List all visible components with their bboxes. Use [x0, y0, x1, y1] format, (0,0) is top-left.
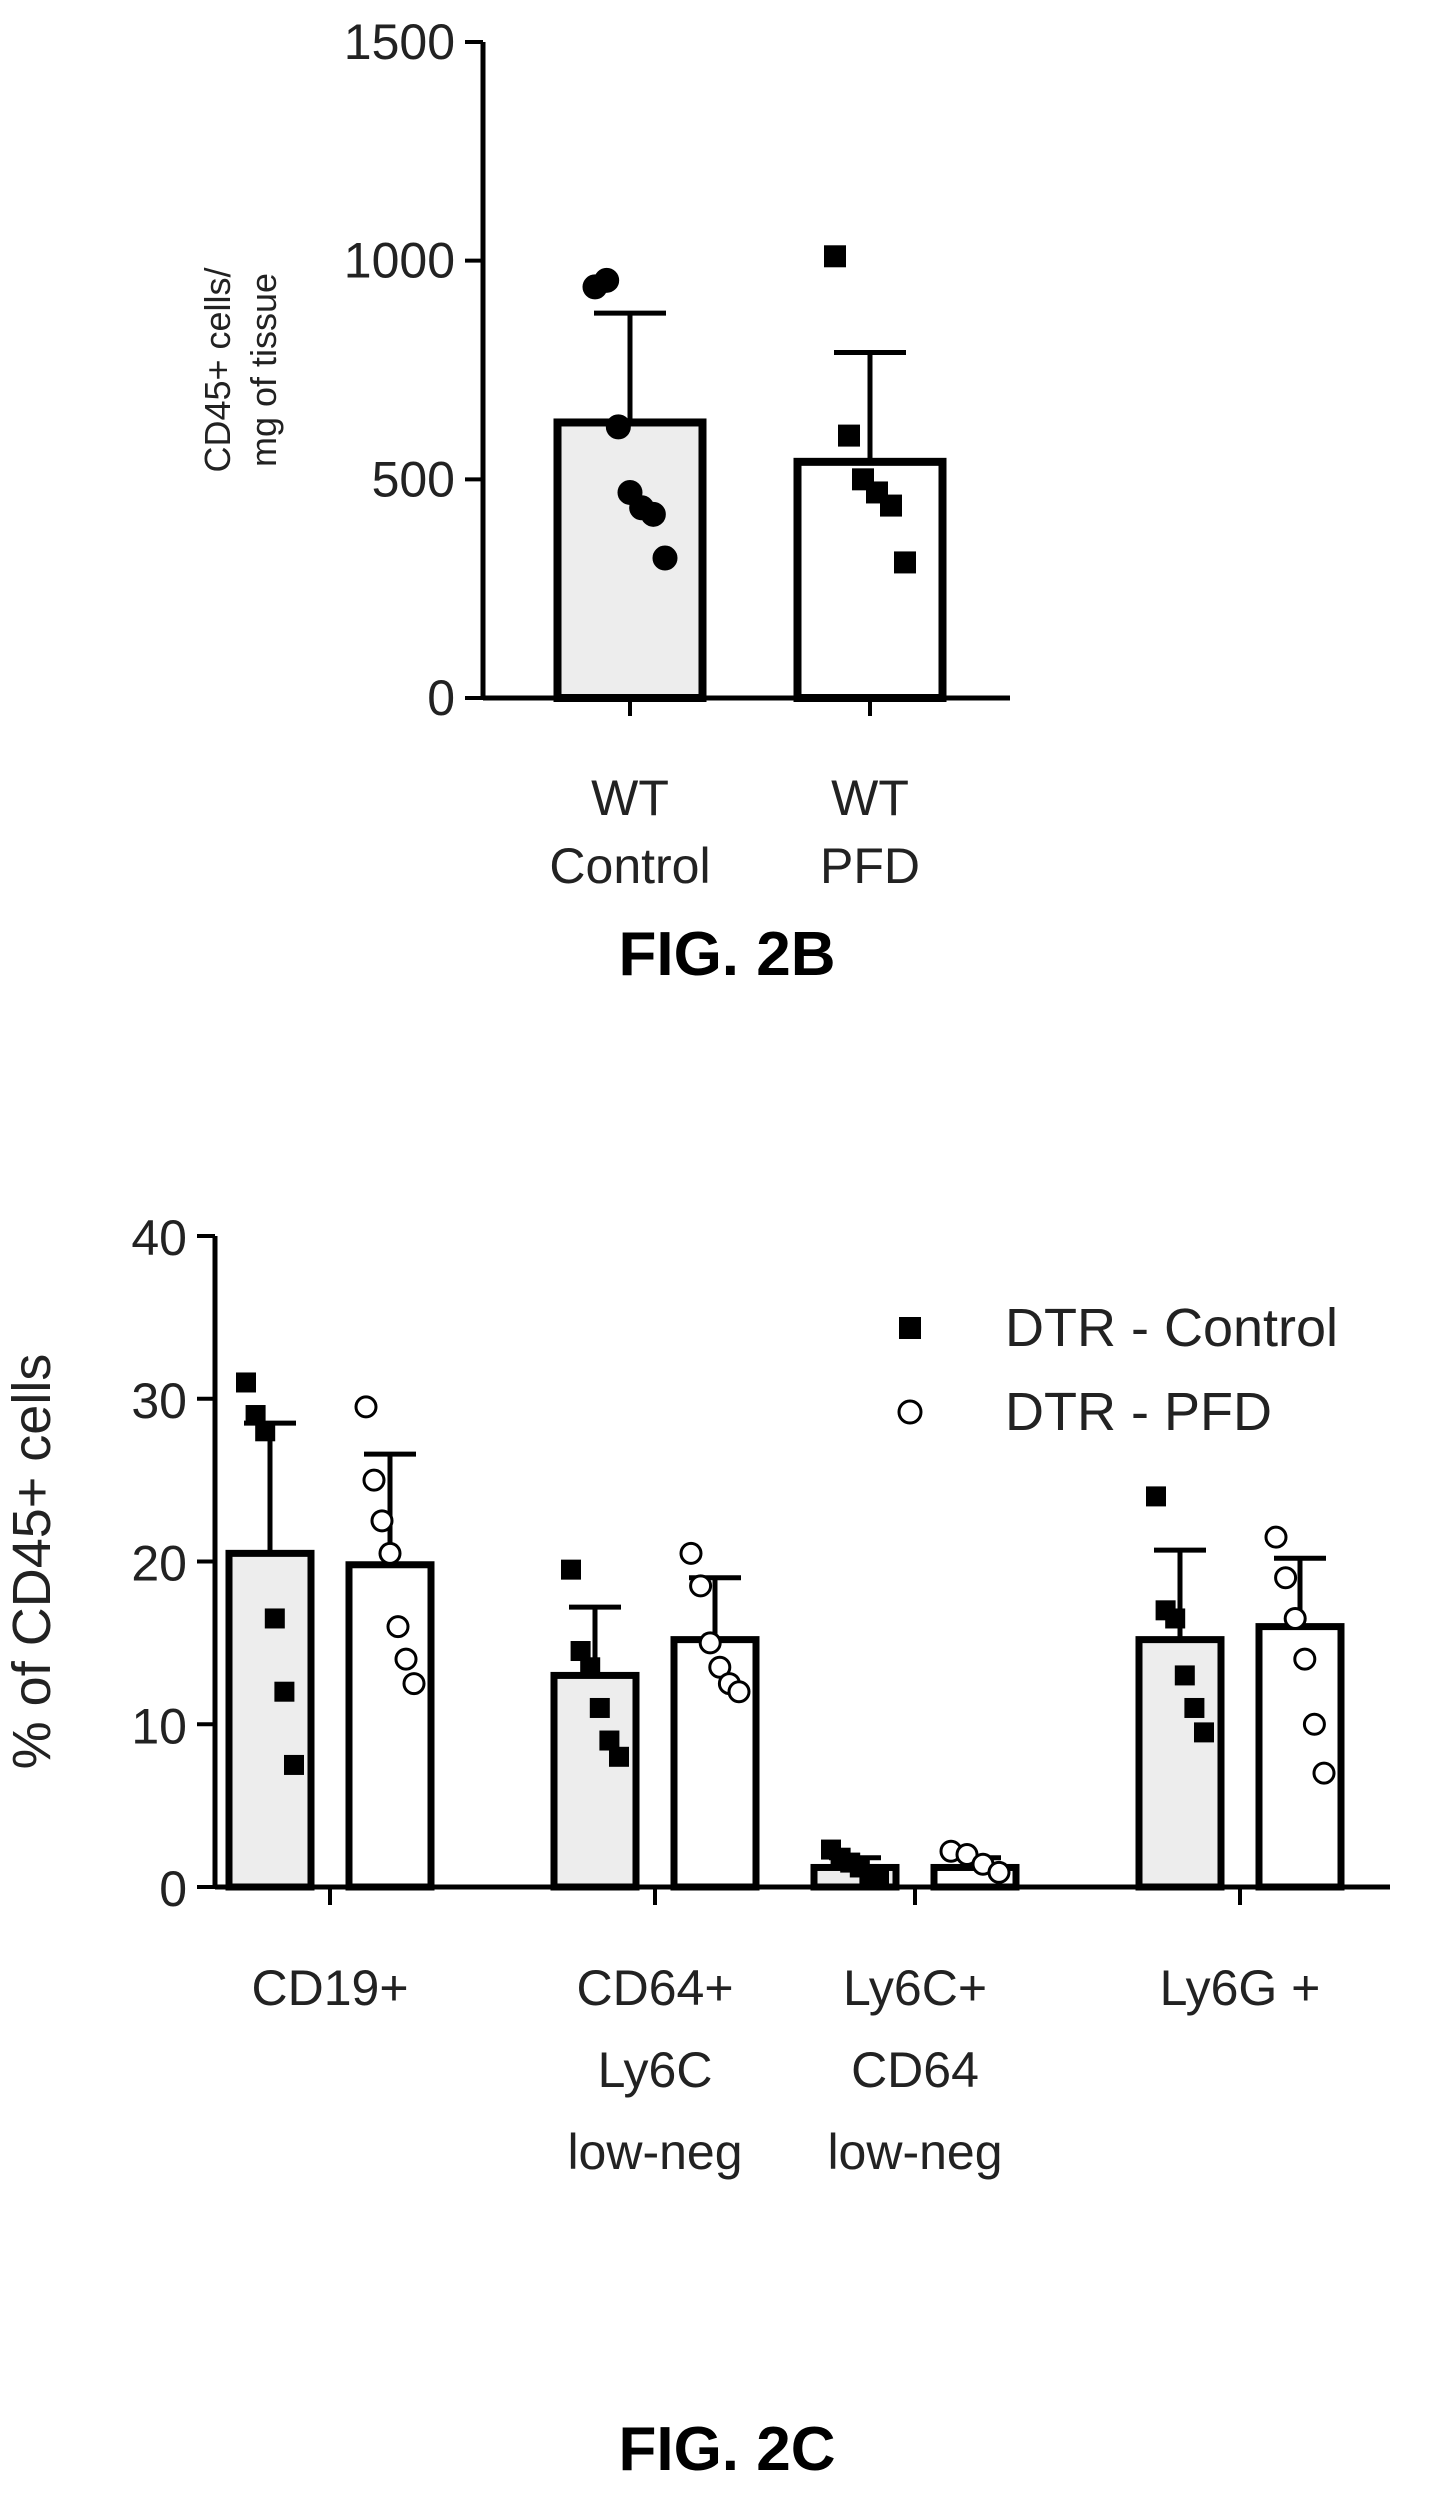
point-2b-0-5 [640, 501, 666, 527]
point-2c-s0-c0-3 [264, 1608, 285, 1629]
point-2c-s0-c3-2 [1165, 1608, 1186, 1629]
point-2c-s0-c1-2 [580, 1657, 601, 1678]
x-tick-label-2c-2-1: CD64 [851, 2042, 979, 2098]
legend-label-2c-1: DTR - PFD [1005, 1382, 1272, 1442]
legend-label-2c-0: DTR - Control [1005, 1298, 1338, 1358]
point-2c-s1-c0-6 [402, 1672, 426, 1696]
bar-2c-s0-c0 [225, 1549, 315, 1891]
x-tick-label-2c-3-0: Ly6G + [1160, 1960, 1321, 2016]
chart-fig-2c: 0 10 20 30 40 CD19+ CD64+ Ly6C low-neg Ly6C+ CD64 l… [2, 1210, 1390, 2484]
point-2c-s0-c0-1 [245, 1405, 266, 1426]
x-tick-label-2b-1-1: PFD [820, 838, 920, 894]
x-tick-label-2c-1-0: CD64+ [576, 1960, 733, 2016]
point-2c-s1-c3-4 [1302, 1712, 1326, 1736]
x-tick-label-2c-1-1: Ly6C [598, 2042, 713, 2098]
point-2c-s1-c1-1 [689, 1574, 713, 1598]
point-2c-s0-c3-0 [1146, 1486, 1166, 1507]
point-2c-s1-c0-0 [354, 1395, 378, 1419]
point-2c-s0-c0-4 [274, 1681, 295, 1702]
y-tick-label-2b-2: 1000 [344, 233, 455, 289]
point-2b-1-1 [838, 424, 860, 447]
y-axis-label-2c: % of CD45+ cells [2, 1354, 62, 1770]
point-2b-1-5 [894, 551, 916, 574]
y-tick-label-2c-2: 20 [131, 1536, 187, 1592]
y-tick-label-2b-3: 1500 [344, 14, 455, 70]
point-2c-s1-c2-3 [987, 1860, 1011, 1884]
point-2c-s1-c1-2 [698, 1631, 722, 1655]
bar-2b-0 [553, 418, 707, 702]
point-2b-1-0 [824, 245, 846, 268]
y-tick-label-2b-0: 0 [427, 670, 455, 726]
x-tick-label-2b-0-1: Control [549, 838, 710, 894]
point-2b-0-6 [652, 545, 678, 571]
point-2b-0-2 [605, 414, 631, 440]
point-2b-0-1 [594, 267, 620, 293]
point-2c-s0-c1-1 [570, 1641, 591, 1662]
point-2c-s1-c3-5 [1312, 1761, 1336, 1785]
y-tick-label-2c-0: 0 [159, 1861, 187, 1917]
point-2c-s0-c0-5 [284, 1754, 304, 1775]
legend-marker-2c-0 [899, 1317, 921, 1339]
figure-caption-2b: FIG. 2B [618, 920, 835, 989]
figure-caption-2c: FIG. 2C [618, 2415, 835, 2484]
point-2c-s1-c1-5 [727, 1680, 751, 1704]
legend-marker-2c-1 [897, 1399, 923, 1425]
y-tick-label-2c-4: 40 [131, 1210, 187, 1266]
x-tick-label-2c-0-0: CD19+ [251, 1960, 408, 2016]
point-2c-s0-c1-4 [599, 1730, 620, 1751]
point-2b-1-4 [880, 494, 902, 517]
bar-2c-s1-c0 [345, 1561, 435, 1891]
x-tick-label-2b-1-0: WT [831, 770, 909, 826]
chart-fig-2b: WT Control WT PFD 0 500 1000 1500 CD45+ cells/mg… [197, 14, 1010, 989]
point-2c-s1-c3-0 [1264, 1525, 1288, 1549]
y-tick-label-2c-1: 10 [131, 1698, 187, 1754]
point-2c-s0-c0-2 [255, 1421, 276, 1442]
point-2c-s1-c0-2 [370, 1509, 394, 1533]
point-2c-s1-c0-1 [362, 1468, 386, 1492]
point-2c-s1-c3-1 [1274, 1566, 1298, 1590]
point-2c-s1-c0-5 [394, 1647, 418, 1671]
point-2c-s0-c0-0 [236, 1372, 256, 1393]
point-2c-s1-c3-3 [1293, 1647, 1317, 1671]
point-2c-s0-c1-5 [609, 1746, 629, 1767]
y-tick-label-2b-1: 500 [372, 451, 455, 507]
point-2c-s1-c1-0 [679, 1541, 703, 1565]
point-2c-s1-c3-2 [1283, 1606, 1307, 1630]
point-2c-s0-c1-0 [561, 1559, 581, 1580]
x-tick-label-2b-0-0: WT [591, 770, 669, 826]
point-2c-s1-c0-4 [386, 1615, 410, 1639]
y-axis-label-2b-line-0: CD45+ cells/ [197, 267, 238, 472]
point-2c-s0-c3-5 [1194, 1722, 1214, 1743]
y-tick-label-2c-3: 30 [131, 1373, 187, 1429]
x-tick-label-2c-2-0: Ly6C+ [843, 1960, 987, 2016]
point-2c-s0-c2-5 [869, 1868, 889, 1889]
y-axis-label-2b-line-1: mg of tissue [243, 273, 284, 467]
point-2c-s0-c3-3 [1174, 1665, 1195, 1686]
x-tick-label-2c-2-2: low-neg [827, 2124, 1002, 2180]
point-2c-s0-c3-4 [1184, 1697, 1205, 1718]
x-tick-label-2c-1-2: low-neg [567, 2124, 742, 2180]
point-2c-s0-c1-3 [589, 1697, 610, 1718]
point-2c-s1-c0-3 [378, 1541, 402, 1565]
